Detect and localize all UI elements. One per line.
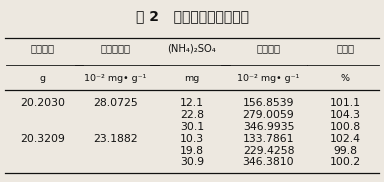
Text: 30.9: 30.9 — [180, 157, 204, 167]
Text: 10⁻² mg• g⁻¹: 10⁻² mg• g⁻¹ — [84, 74, 147, 83]
Text: 100.8: 100.8 — [329, 122, 361, 132]
Text: 测定结果: 测定结果 — [257, 43, 281, 54]
Text: %: % — [341, 74, 349, 83]
Text: 回收率: 回收率 — [336, 43, 354, 54]
Text: 104.3: 104.3 — [329, 110, 361, 120]
Text: 279.0059: 279.0059 — [243, 110, 295, 120]
Text: 20.3209: 20.3209 — [20, 134, 65, 144]
Text: 99.8: 99.8 — [333, 146, 357, 156]
Text: 12.1: 12.1 — [180, 98, 204, 108]
Text: 22.8: 22.8 — [180, 110, 204, 120]
Text: 100.2: 100.2 — [329, 157, 361, 167]
Text: 10⁻² mg• g⁻¹: 10⁻² mg• g⁻¹ — [237, 74, 300, 83]
Text: 23.1882: 23.1882 — [93, 134, 138, 144]
Text: g: g — [40, 74, 46, 83]
Text: 102.4: 102.4 — [329, 134, 361, 144]
Text: 表 2   样品加标回收率测定: 表 2 样品加标回收率测定 — [136, 9, 248, 23]
Text: mg: mg — [184, 74, 200, 83]
Text: 19.8: 19.8 — [180, 146, 204, 156]
Text: 346.9935: 346.9935 — [243, 122, 294, 132]
Text: 20.2030: 20.2030 — [20, 98, 65, 108]
Text: 样品称重: 样品称重 — [31, 43, 55, 54]
Text: 133.7861: 133.7861 — [243, 134, 294, 144]
Text: 346.3810: 346.3810 — [243, 157, 294, 167]
Text: 样品含氮量: 样品含氮量 — [101, 43, 131, 54]
Text: 10.3: 10.3 — [180, 134, 204, 144]
Text: 101.1: 101.1 — [329, 98, 361, 108]
Text: (NH₄)₂SO₄: (NH₄)₂SO₄ — [168, 43, 216, 54]
Text: 30.1: 30.1 — [180, 122, 204, 132]
Text: 28.0725: 28.0725 — [93, 98, 138, 108]
Text: 229.4258: 229.4258 — [243, 146, 294, 156]
Text: 156.8539: 156.8539 — [243, 98, 294, 108]
